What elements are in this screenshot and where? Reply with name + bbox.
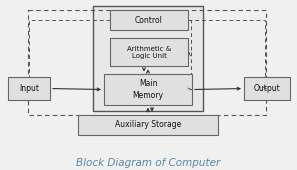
Bar <box>244 78 290 100</box>
Bar <box>8 78 50 100</box>
Bar <box>28 10 266 115</box>
Bar <box>110 38 188 66</box>
Text: Arithmetic &
Logic Unit: Arithmetic & Logic Unit <box>127 46 171 59</box>
Text: Input: Input <box>19 84 39 93</box>
Text: Main
Memory: Main Memory <box>132 80 164 100</box>
Text: Block Diagram of Computer: Block Diagram of Computer <box>76 158 221 168</box>
Bar <box>93 6 203 111</box>
Text: Control: Control <box>135 16 163 25</box>
Text: Output: Output <box>254 84 280 93</box>
Bar <box>104 74 192 105</box>
Text: Auxiliary Storage: Auxiliary Storage <box>115 120 181 129</box>
Bar <box>78 115 218 135</box>
Bar <box>110 10 188 30</box>
